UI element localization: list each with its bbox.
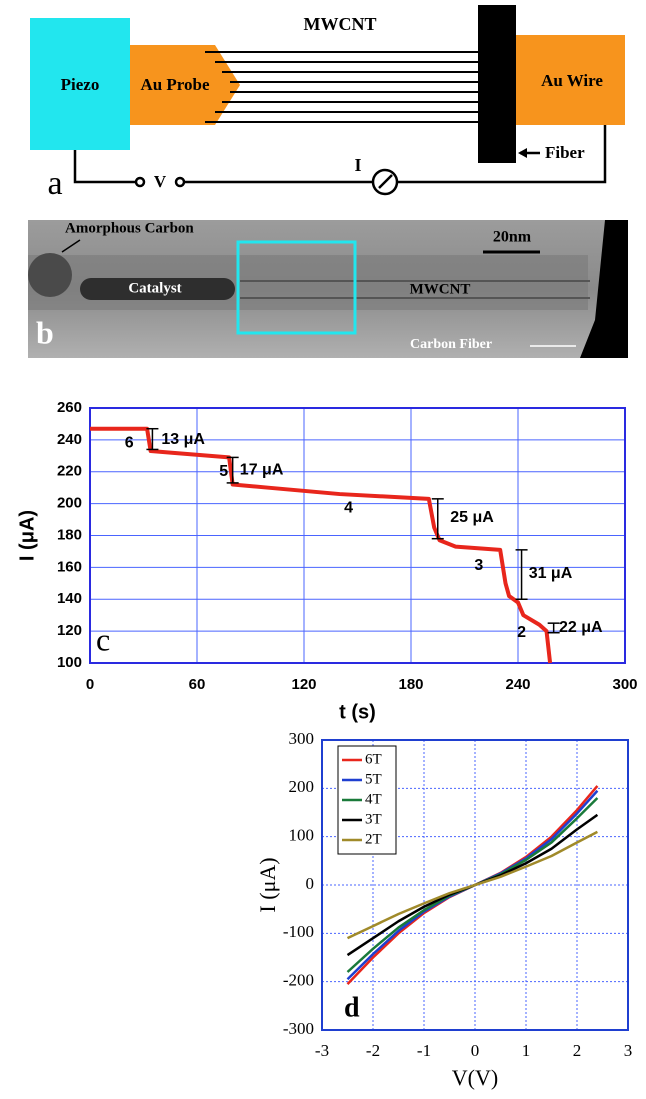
panel-label: a: [47, 165, 62, 202]
y-axis-label: I (μA): [16, 510, 38, 561]
x-tick-label: -1: [417, 1041, 431, 1060]
x-tick-label: 0: [471, 1041, 480, 1060]
chart: 0 60 120 180 240 300 100 120 140 160 180 200 220 240 2…: [16, 399, 637, 723]
annotation: 6: [125, 434, 134, 451]
probe-label: Au Probe: [140, 75, 210, 94]
y-tick-label: 240: [57, 431, 82, 448]
annotation: 4: [344, 500, 353, 517]
annotation: 25 μA: [450, 509, 494, 526]
x-tick-label: 0: [86, 676, 94, 693]
y-tick-label: 200: [289, 777, 315, 796]
x-tick-label: 300: [612, 676, 637, 693]
panel-b: 20nm Amorphous Carbon Catalyst MWCNT Car…: [28, 220, 628, 358]
annotation: 3: [474, 557, 483, 574]
y-tick-label: -200: [283, 971, 314, 990]
scale-label: 20nm: [493, 229, 532, 246]
y-tick-label: 140: [57, 590, 82, 607]
plot-frame: [321, 739, 629, 1031]
pointer: [61, 239, 81, 253]
catalyst-rod: [80, 278, 235, 300]
legend-label: 6T: [365, 751, 382, 767]
y-tick-label: 300: [289, 729, 315, 748]
panel-label: d: [344, 992, 360, 1023]
highlight-box: [236, 240, 357, 335]
y-tick-label: 120: [57, 622, 82, 639]
y-tick-label: 0: [306, 874, 315, 893]
fiber-arrow: [518, 148, 527, 158]
catalyst-particle: [28, 253, 72, 297]
piezo-block: [30, 18, 130, 150]
x-tick-label: 1: [522, 1041, 531, 1060]
panel-label: b: [36, 314, 54, 350]
x-tick-label: 3: [624, 1041, 633, 1060]
legend-label: 4T: [365, 791, 382, 807]
x-axis-label: V(V): [452, 1065, 498, 1090]
current-label: I: [354, 155, 361, 175]
fiber-label: Carbon Fiber: [410, 337, 492, 352]
fiber-block: [478, 5, 516, 163]
x-tick-label: -3: [315, 1041, 329, 1060]
y-tick-label: -300: [283, 1019, 314, 1038]
panel-a: Piezo Au Probe MWCNT Au Wire V I Fiber a: [30, 5, 625, 202]
nanotube-lines: [205, 51, 480, 123]
annotation: 22 μA: [559, 619, 603, 636]
x-tick-label: -2: [366, 1041, 380, 1060]
y-tick-label: 180: [57, 526, 82, 543]
voltage-label: V: [154, 172, 167, 191]
data-line: [90, 426, 553, 664]
y-tick-label: 220: [57, 463, 82, 480]
y-tick-label: 200: [57, 495, 82, 512]
legend-label: 2T: [365, 831, 382, 847]
legend-label: 3T: [365, 811, 382, 827]
annotation: 2: [517, 624, 526, 641]
y-tick-label: 100: [57, 654, 82, 671]
x-tick-label: 120: [291, 676, 316, 693]
amorphous-label: Amorphous Carbon: [65, 220, 194, 236]
y-tick-label: 160: [57, 558, 82, 575]
y-tick-label: -100: [283, 922, 314, 941]
legend-label: 5T: [365, 771, 382, 787]
chart: -3 -2 -1 0 1 2 3 -300 -200 -100 0 100 200 300 6T 5T 4T 3T…: [255, 729, 632, 1090]
catalyst-label: Catalyst: [128, 280, 181, 296]
plot-frame: [89, 407, 626, 664]
mwcnt-label: MWCNT: [410, 281, 471, 297]
y-axis-label: I (μA): [255, 857, 280, 912]
y-tick-label: 100: [289, 826, 315, 845]
x-tick-label: 60: [189, 676, 206, 693]
wire-label: Au Wire: [541, 71, 603, 90]
probe-shape: [130, 45, 240, 125]
mwcnt-label: MWCNT: [304, 14, 377, 34]
y-tick-label: 260: [57, 399, 82, 416]
annotation: 13 μA: [161, 431, 205, 448]
x-tick-label: 180: [398, 676, 423, 693]
x-axis-label: t (s): [339, 701, 376, 723]
wire-block: [516, 35, 625, 125]
x-tick-label: 2: [573, 1041, 582, 1060]
piezo-label: Piezo: [61, 75, 100, 94]
x-tick-label: 240: [505, 676, 530, 693]
data-line: [346, 830, 598, 940]
annotation: 5: [219, 463, 228, 480]
fiber-label: Fiber: [545, 143, 585, 162]
annotation: 17 μA: [240, 461, 284, 478]
annotation: 31 μA: [529, 565, 573, 582]
carbon-fiber: [580, 220, 628, 358]
panel-label: c: [96, 621, 110, 657]
